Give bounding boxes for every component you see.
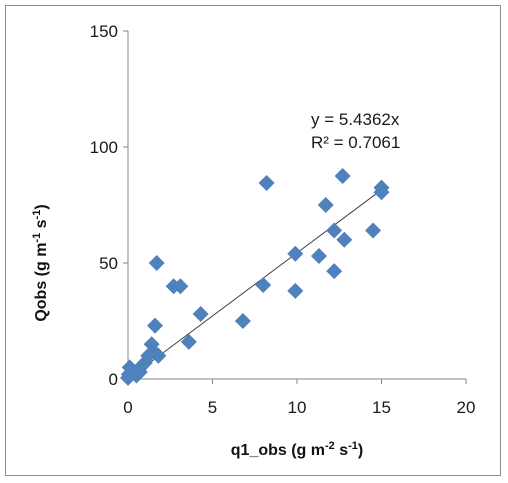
data-point xyxy=(326,263,343,280)
points-layer xyxy=(120,168,390,386)
data-point xyxy=(172,278,189,295)
data-point xyxy=(310,248,327,265)
trendline-layer xyxy=(127,189,382,380)
data-point xyxy=(287,282,304,299)
x-tick-label: 15 xyxy=(372,398,391,417)
data-point xyxy=(258,174,275,191)
data-point xyxy=(334,168,351,184)
data-point xyxy=(365,222,382,239)
x-axis-title-sup2: -1 xyxy=(348,440,358,452)
data-point xyxy=(192,306,209,323)
data-point xyxy=(326,222,343,239)
x-axis-title-sup1: -2 xyxy=(325,440,335,452)
y-axis-title: Qobs (g m-1 s-1) xyxy=(31,204,50,321)
y-axis-title-sup1: -1 xyxy=(31,233,43,243)
y-axis-title-mid: s xyxy=(33,219,50,232)
x-axis-title: q1_obs (g m-2 s-1) xyxy=(231,440,363,459)
y-tick-label: 150 xyxy=(90,22,118,41)
x-tick-label: 10 xyxy=(288,398,307,417)
x-tick-label: 5 xyxy=(208,398,217,417)
data-point xyxy=(234,313,251,329)
data-point xyxy=(373,184,390,201)
data-point xyxy=(147,317,164,334)
x-tick-label: 20 xyxy=(457,398,476,417)
x-axis-title-base: q1_obs (g m xyxy=(231,442,325,459)
axes-layer xyxy=(127,31,466,380)
y-axis-title-sup2: -1 xyxy=(31,210,43,220)
x-tick-label: 0 xyxy=(123,398,132,417)
data-point xyxy=(255,277,272,294)
data-point xyxy=(180,333,197,350)
y-axis-title-end: ) xyxy=(33,204,50,209)
r-squared-label: R² = 0.7061 xyxy=(311,133,400,152)
ticks-layer: 0 50 100 150 0 5 10 15 20 xyxy=(90,22,476,417)
y-tick-label: 100 xyxy=(90,138,118,157)
trendline xyxy=(127,189,382,380)
y-tick-label: 0 xyxy=(109,370,118,389)
x-axis-title-mid: s xyxy=(335,442,348,459)
trendline-equation: y = 5.4362x xyxy=(311,110,400,129)
y-axis-title-base: Qobs (g m xyxy=(33,243,50,322)
data-point xyxy=(336,231,353,248)
data-point xyxy=(148,255,165,271)
y-tick-label: 50 xyxy=(99,254,118,273)
x-axis-title-end: ) xyxy=(358,442,363,459)
data-point xyxy=(287,245,304,262)
chart-frame xyxy=(5,5,501,476)
data-point xyxy=(317,197,334,213)
data-point xyxy=(150,347,167,364)
